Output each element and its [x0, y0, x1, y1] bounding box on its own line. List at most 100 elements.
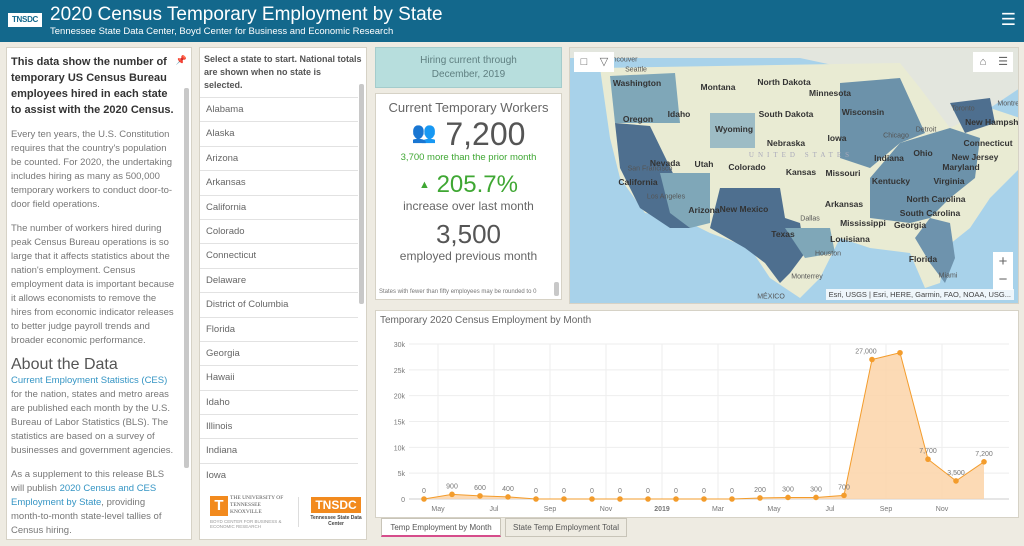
map[interactable]: Washington Montana North Dakota Minnesota Id…: [569, 47, 1019, 304]
data-point: [841, 492, 847, 499]
state-florida: [915, 218, 955, 283]
scrollbar[interactable]: [554, 282, 559, 296]
data-point: [953, 478, 959, 484]
state-arizona: [660, 173, 710, 228]
tab-state-temp-employment-total[interactable]: State Temp Employment Total: [505, 518, 627, 537]
data-label: 700: [838, 484, 850, 491]
y-tick-label: 20k: [394, 394, 406, 401]
state-list-item[interactable]: Colorado: [200, 218, 358, 243]
data-point: [617, 496, 623, 502]
paragraph-text: As a supplement to this release BLS will…: [11, 469, 165, 494]
state-label: Virginia: [933, 176, 965, 186]
zoom-out-button[interactable]: −: [993, 270, 1013, 290]
previous-label: employed previous month: [399, 249, 538, 263]
state-list-item[interactable]: Alaska: [200, 121, 358, 145]
state-label: Ohio: [913, 148, 933, 158]
city-label: Monterrey: [791, 273, 823, 281]
state-employment-link[interactable]: 2020 Census and CES Employment by State: [11, 483, 157, 508]
data-label: 0: [730, 488, 734, 495]
state-list-item[interactable]: Delaware: [200, 267, 358, 292]
state-label: Texas: [771, 229, 795, 239]
state-label: Colorado: [728, 162, 766, 172]
select-tool-icon[interactable]: □: [574, 52, 594, 72]
state-list-item[interactable]: Hawaii: [200, 365, 358, 389]
city-label: UNITED STATES: [748, 151, 854, 159]
data-point: [701, 496, 707, 502]
state-label: Maryland: [942, 162, 980, 172]
data-label: 0: [674, 488, 678, 495]
pin-icon[interactable]: 📌: [175, 55, 187, 65]
data-point: [505, 494, 511, 500]
data-point: [477, 493, 483, 499]
tab-temp-employment-by-month[interactable]: Temp Employment by Month: [381, 518, 501, 537]
ces-link[interactable]: Current Employment Statistics (CES): [11, 375, 168, 386]
state-label: South Carolina: [899, 208, 961, 218]
divider: [298, 497, 299, 527]
data-point: [533, 496, 539, 502]
dropdown-icon[interactable]: ▽: [594, 52, 614, 72]
state-label: Nevada: [649, 158, 681, 168]
state-list-item[interactable]: Arkansas: [200, 170, 358, 194]
state-label: Arkansas: [824, 199, 864, 209]
paragraph: As a supplement to this release BLS will…: [11, 468, 175, 538]
paragraph-text: for the nation, states and metro areas a…: [11, 389, 174, 456]
state-label: New Mexico: [719, 204, 769, 214]
zoom-in-button[interactable]: +: [993, 252, 1013, 272]
y-tick-label: 25k: [394, 368, 406, 375]
state-washington-oregon: [610, 73, 680, 123]
paragraph: The number of workers hired during peak …: [11, 223, 175, 346]
state-list-item[interactable]: Indiana: [200, 438, 358, 462]
x-tick-label: May: [767, 506, 781, 513]
city-label: San Francisco: [627, 165, 673, 173]
state-label: New Jersey: [951, 152, 999, 162]
scrollbar[interactable]: [359, 84, 364, 304]
state-texas: [710, 188, 805, 283]
data-label: 0: [618, 488, 622, 495]
hamburger-icon[interactable]: ☰: [1000, 10, 1016, 29]
state-list-item[interactable]: Illinois: [200, 414, 358, 438]
state-list-item[interactable]: Arizona: [200, 145, 358, 170]
hiring-line2: December, 2019: [431, 69, 506, 80]
intro-heading: This data show the number of temporary U…: [11, 56, 174, 116]
state-label: North Carolina: [906, 194, 966, 204]
state-list-item[interactable]: Iowa: [200, 462, 358, 487]
x-tick-label: Mar: [712, 506, 725, 513]
canada-land: [570, 48, 1018, 133]
data-point: [813, 494, 819, 501]
data-point: [757, 495, 763, 501]
x-tick-label: Nov: [600, 506, 613, 513]
x-tick-label: 2019: [654, 506, 670, 513]
tnsdc-logo: TNSDC: [8, 13, 42, 27]
legend-list-icon[interactable]: ☰: [993, 52, 1013, 72]
data-point: [449, 491, 455, 498]
state-label: Oregon: [622, 114, 654, 124]
home-icon[interactable]: ⌂: [973, 52, 993, 72]
map-attribution: Esri, USGS | Esri, HERE, Garmin, FAO, NO…: [825, 289, 1014, 300]
ut-logo-text: THE UNIVERSITY OF TENNESSEE KNOXVILLE: [230, 495, 284, 515]
state-label: Kansas: [785, 167, 817, 177]
state-list-item[interactable]: Idaho: [200, 389, 358, 414]
state-list-item[interactable]: District of Columbia: [200, 292, 358, 316]
scrollbar[interactable]: [184, 88, 189, 468]
state-list-item[interactable]: Florida: [200, 316, 358, 341]
city-label: Seattle: [625, 66, 647, 74]
percent-change-value: 205.7%: [436, 171, 518, 198]
data-label: 600: [474, 485, 486, 492]
state-list-item[interactable]: Connecticut: [200, 243, 358, 267]
paragraph-text: , providing month-to-month state-level t…: [11, 497, 162, 536]
y-tick-label: 0: [401, 497, 405, 504]
state-label: Mississippi: [840, 218, 886, 228]
data-point: [729, 496, 735, 502]
percent-row: ▲ 205.7%: [376, 171, 561, 199]
x-tick-label: Nov: [936, 506, 949, 513]
state-list-hint: Select a state to start. National totals…: [204, 54, 362, 90]
state-label: Louisiana: [830, 234, 870, 244]
state-list-item[interactable]: California: [200, 194, 358, 219]
state-label: Montana: [700, 82, 736, 92]
data-point: [981, 459, 987, 465]
chart-panel: Temporary 2020 Census Employment by Mont…: [375, 310, 1019, 518]
paragraph: Every ten years, the U.S. Constitution r…: [11, 129, 173, 210]
state-list-item[interactable]: Georgia: [200, 340, 358, 365]
city-label: Detroit: [915, 126, 937, 134]
state-list-item[interactable]: Alabama: [200, 97, 358, 121]
